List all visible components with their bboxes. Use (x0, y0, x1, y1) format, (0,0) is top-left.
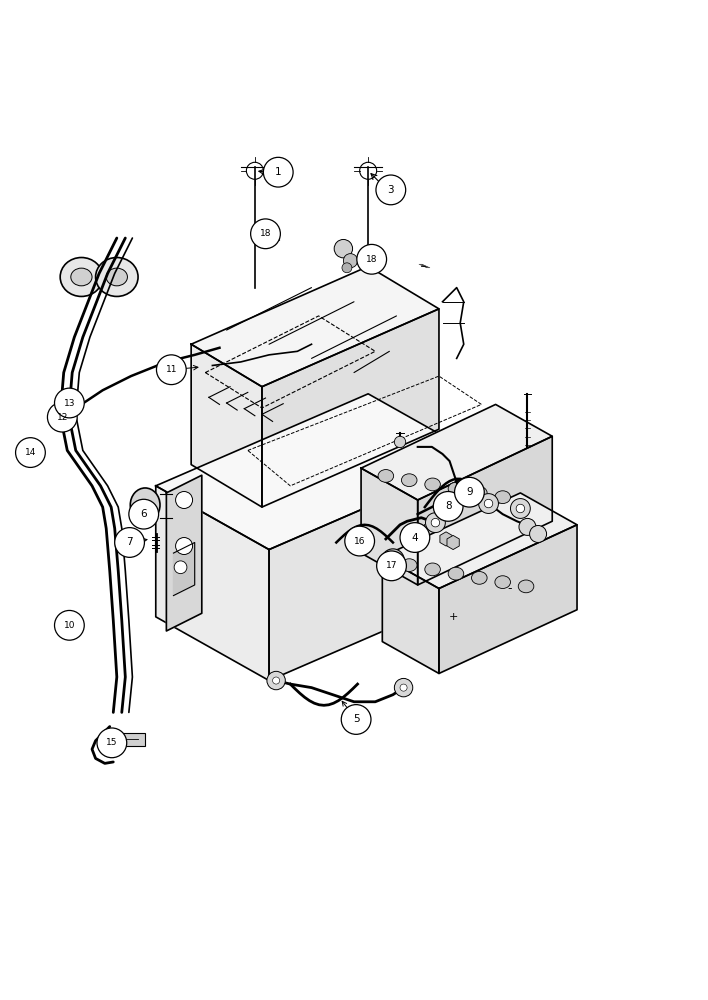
Circle shape (455, 477, 484, 507)
Text: 4: 4 (411, 533, 418, 543)
Polygon shape (418, 436, 552, 585)
Text: 8: 8 (445, 501, 452, 511)
Circle shape (388, 555, 398, 565)
Ellipse shape (71, 268, 92, 286)
Circle shape (267, 671, 285, 690)
Circle shape (400, 684, 407, 691)
Ellipse shape (130, 488, 160, 522)
Ellipse shape (518, 580, 534, 593)
Polygon shape (361, 468, 418, 585)
Circle shape (174, 561, 187, 574)
Circle shape (510, 499, 530, 518)
Ellipse shape (60, 258, 103, 296)
Ellipse shape (425, 478, 440, 491)
Polygon shape (156, 486, 269, 681)
Polygon shape (166, 475, 202, 631)
Text: 7: 7 (126, 537, 133, 547)
Text: 13: 13 (64, 399, 75, 408)
Text: 15: 15 (106, 738, 118, 747)
Circle shape (530, 525, 547, 542)
Ellipse shape (495, 491, 510, 504)
Ellipse shape (425, 563, 440, 576)
Polygon shape (382, 557, 439, 673)
Circle shape (394, 678, 413, 697)
Text: 16: 16 (354, 537, 365, 546)
Circle shape (479, 494, 498, 513)
Polygon shape (191, 266, 439, 387)
Polygon shape (382, 493, 577, 588)
Circle shape (273, 677, 280, 684)
Circle shape (55, 388, 84, 418)
Circle shape (156, 355, 186, 385)
Bar (120, 733, 145, 746)
Ellipse shape (401, 474, 417, 487)
Circle shape (55, 410, 65, 420)
Ellipse shape (378, 470, 394, 482)
Circle shape (50, 404, 71, 426)
Text: 3: 3 (387, 185, 394, 195)
Ellipse shape (106, 268, 127, 286)
Circle shape (357, 244, 387, 274)
Circle shape (342, 263, 352, 273)
Text: -: - (508, 582, 512, 595)
Ellipse shape (134, 503, 149, 521)
Text: 1: 1 (275, 167, 282, 177)
Ellipse shape (495, 576, 510, 588)
Circle shape (433, 492, 463, 521)
Polygon shape (439, 525, 577, 673)
Text: 12: 12 (57, 413, 68, 422)
Circle shape (115, 528, 144, 557)
Circle shape (176, 538, 193, 555)
Circle shape (400, 523, 430, 552)
Polygon shape (361, 404, 552, 500)
Text: 9: 9 (466, 487, 473, 497)
Circle shape (519, 518, 536, 535)
Ellipse shape (448, 482, 464, 495)
Circle shape (263, 157, 293, 187)
Circle shape (376, 175, 406, 205)
Text: 14: 14 (25, 448, 36, 457)
Text: 10: 10 (64, 621, 75, 630)
Text: 18: 18 (366, 255, 377, 264)
Text: +: + (448, 612, 458, 622)
Circle shape (484, 499, 493, 508)
Text: -: - (483, 493, 487, 506)
Ellipse shape (472, 572, 487, 584)
Polygon shape (156, 394, 481, 550)
Polygon shape (262, 309, 439, 507)
Text: 17: 17 (386, 561, 397, 570)
Circle shape (341, 705, 371, 734)
Polygon shape (269, 458, 481, 681)
Circle shape (426, 513, 445, 533)
Circle shape (176, 492, 193, 508)
Circle shape (16, 438, 45, 467)
Polygon shape (173, 542, 195, 596)
Text: +: + (420, 523, 430, 533)
Polygon shape (191, 344, 262, 507)
Text: 11: 11 (166, 365, 177, 374)
Circle shape (345, 526, 375, 556)
Ellipse shape (448, 567, 464, 580)
Ellipse shape (472, 487, 487, 499)
Ellipse shape (96, 258, 138, 296)
Circle shape (97, 728, 127, 758)
Circle shape (431, 518, 440, 527)
Circle shape (129, 499, 159, 529)
Circle shape (516, 504, 525, 513)
Circle shape (334, 239, 353, 258)
Text: 6: 6 (140, 509, 147, 519)
Circle shape (62, 399, 72, 409)
Circle shape (394, 436, 406, 448)
Circle shape (382, 549, 404, 572)
Circle shape (251, 219, 280, 249)
Circle shape (55, 610, 84, 640)
Text: 5: 5 (353, 714, 360, 724)
Circle shape (47, 402, 77, 432)
Ellipse shape (401, 559, 417, 572)
Circle shape (343, 254, 358, 268)
Circle shape (377, 551, 406, 581)
Circle shape (57, 394, 78, 415)
Text: 18: 18 (260, 229, 271, 238)
